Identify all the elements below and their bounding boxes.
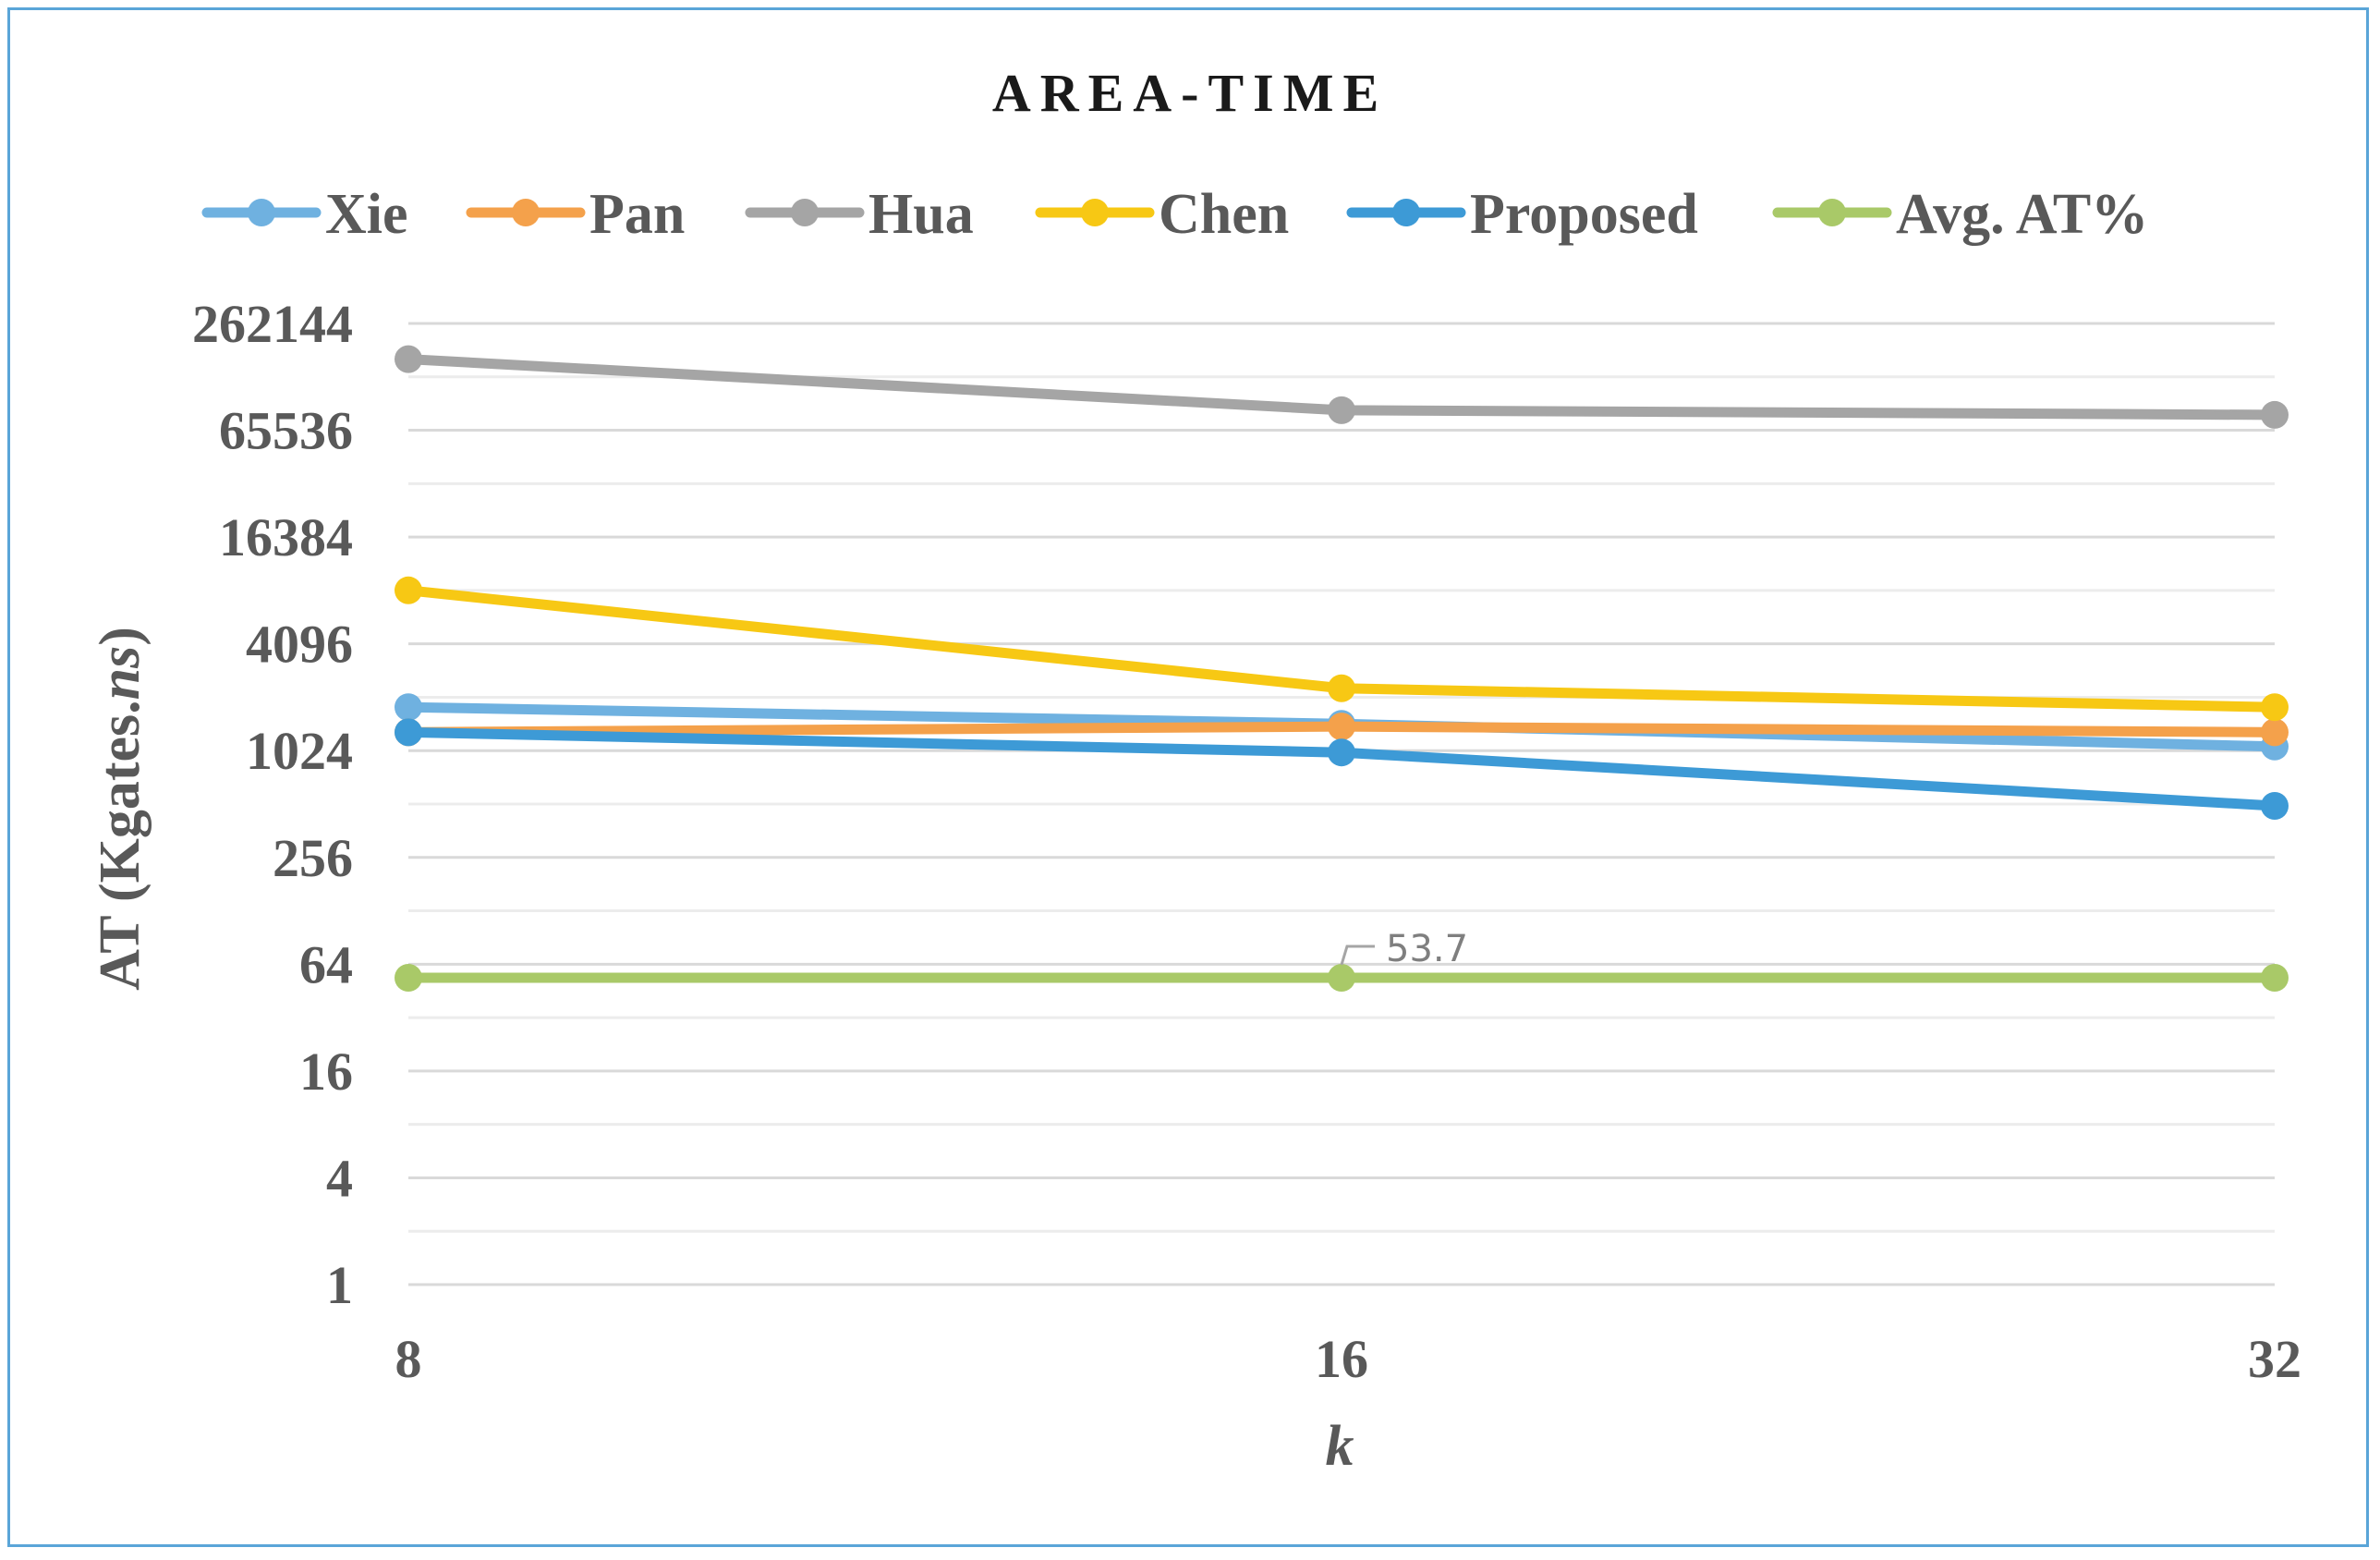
y-tick-label: 256	[273, 828, 353, 888]
y-tick-label: 16384	[219, 507, 353, 567]
legend-label: Hua	[868, 183, 974, 246]
x-axis-label: k	[1326, 1415, 1354, 1478]
y-axis-label: AT (Kgates.ns)	[89, 627, 152, 991]
data-point-proposed	[1328, 738, 1355, 767]
legend-swatch-marker	[1081, 199, 1109, 226]
legend-item-hua: Hua	[745, 183, 974, 246]
series-chen	[395, 576, 2289, 722]
legend-item-pan: Pan	[466, 183, 685, 246]
data-label: 53.7	[1386, 928, 1468, 970]
y-tick-label: 65536	[219, 401, 353, 461]
x-tick-label: 8	[395, 1329, 422, 1389]
y-axis-label-italic: ns	[89, 646, 152, 701]
y-tick-label: 64	[299, 934, 353, 994]
data-point-hua	[2261, 400, 2289, 429]
legend-item-xie: Xie	[201, 183, 408, 246]
series-lines	[395, 345, 2289, 992]
legend-item-avg-at: Avg. AT%	[1772, 183, 2148, 246]
legend-swatch-marker	[791, 199, 819, 226]
data-point-avg-at	[1328, 963, 1355, 992]
legend-item-proposed: Proposed	[1346, 183, 1698, 246]
legend-label: Chen	[1159, 183, 1289, 246]
chart-title: AREA-TIME	[992, 63, 1388, 123]
data-point-chen	[395, 576, 422, 604]
y-tick-label: 4	[326, 1148, 353, 1208]
data-point-proposed	[2261, 791, 2289, 820]
y-axis-ticks: 1 4 16 64 256 1024 4096 16384 65536 262144	[192, 294, 353, 1315]
legend-swatch-marker	[512, 199, 540, 226]
y-tick-label: 4096	[246, 615, 353, 675]
y-tick-label: 262144	[192, 294, 353, 354]
data-point-hua	[1328, 396, 1355, 424]
legend-label: Xie	[325, 183, 408, 246]
data-point-xie	[395, 693, 422, 722]
legend-label: Pan	[589, 183, 685, 246]
x-axis-ticks: 8 16 32	[395, 1329, 2302, 1389]
legend-label: Proposed	[1470, 183, 1698, 246]
x-tick-label: 32	[2248, 1329, 2301, 1389]
legend: Xie Pan Hua Chen Proposed Avg. AT%	[201, 183, 2148, 246]
series-avg-at	[395, 963, 2289, 992]
legend-item-chen: Chen	[1035, 183, 1289, 246]
chart-frame	[7, 7, 2369, 1547]
y-tick-label: 1	[326, 1255, 353, 1315]
legend-swatch-marker	[1818, 199, 1846, 226]
legend-swatch-marker	[248, 199, 275, 226]
series-hua	[395, 345, 2289, 429]
data-label-leader	[1340, 945, 1375, 966]
data-point-avg-at	[2261, 963, 2289, 992]
data-point-chen	[2261, 693, 2289, 722]
data-point-proposed	[395, 718, 422, 747]
y-axis-label-main: AT (Kgates.	[89, 700, 152, 991]
series-proposed	[395, 718, 2289, 820]
gridlines	[408, 322, 2275, 1286]
legend-label: Avg. AT%	[1896, 183, 2148, 246]
data-point-hua	[395, 345, 422, 373]
legend-swatch-marker	[1392, 199, 1420, 226]
y-axis-label-close: )	[89, 627, 152, 646]
y-tick-label: 16	[299, 1042, 353, 1102]
y-tick-label: 1024	[246, 721, 353, 781]
data-point-avg-at	[395, 963, 422, 992]
x-tick-label: 16	[1315, 1329, 1368, 1389]
data-point-pan	[1328, 713, 1355, 741]
annotations: 53.7	[1340, 928, 1468, 970]
data-point-pan	[2261, 718, 2289, 747]
data-point-chen	[1328, 674, 1355, 702]
